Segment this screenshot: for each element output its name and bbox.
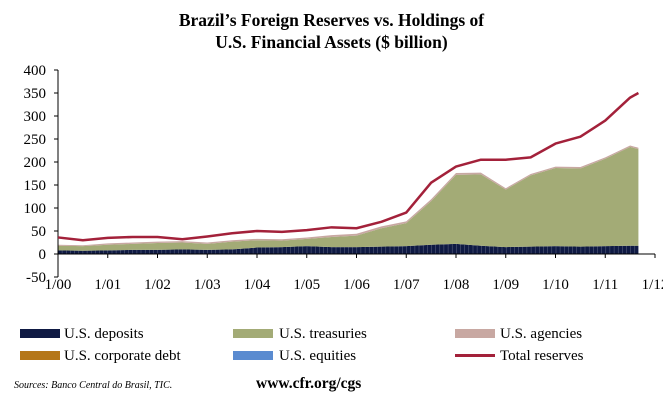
- deposit-bars: [57, 243, 636, 254]
- legend-swatch-total: [455, 354, 495, 357]
- y-tick-label: 100: [24, 201, 47, 217]
- reserve-line: [57, 91, 640, 242]
- x-tick-label: 1/09: [492, 277, 519, 293]
- y-tick-labels: 400 350 300 250 200 150 100 50 0 -50: [24, 63, 47, 286]
- legend-label-equities: U.S. equities: [279, 348, 357, 364]
- total-reserves-line: [57, 91, 640, 242]
- y-tick-label: 400: [24, 63, 47, 79]
- y-tick-label: 200: [24, 155, 47, 171]
- x-tick-label: 1/12: [642, 277, 663, 293]
- legend-label-deposits: U.S. deposits: [64, 326, 144, 342]
- x-tick-label: 1/07: [393, 277, 420, 293]
- y-tick-label: 300: [24, 109, 47, 125]
- cfr-url: www.cfr.org/cgs: [256, 375, 362, 392]
- y-tick-label: 0: [39, 247, 47, 263]
- axes: [54, 69, 656, 278]
- x-tick-label: 1/04: [244, 277, 271, 293]
- legend-swatch-treasuries: [233, 329, 273, 338]
- source-note: Sources: Banco Central do Brasil, TIC.: [14, 380, 173, 391]
- chart-title-line-1: Brazil’s Foreign Reserves vs. Holdings o…: [178, 10, 485, 30]
- x-tick-labels: 1/00 1/01 1/02 1/03 1/04 1/05 1/06 1/07 1/08 1/09…: [45, 277, 663, 293]
- x-tick-label: 1/02: [144, 277, 171, 293]
- x-tick-label: 1/01: [94, 277, 121, 293]
- y-tick-label: 350: [24, 86, 47, 102]
- legend-swatch-corporate: [20, 351, 60, 360]
- legend-label-treasuries: U.S. treasuries: [279, 326, 367, 342]
- y-tick-label: 150: [24, 178, 47, 194]
- legend-label-corporate: U.S. corporate debt: [64, 348, 181, 364]
- chart-title-line-2: U.S. Financial Assets ($ billion): [215, 32, 448, 52]
- legend-swatch-deposits: [20, 329, 60, 338]
- y-tick-label: -50: [26, 270, 46, 286]
- y-tick-label: 50: [31, 224, 46, 240]
- x-tick-label: 1/03: [194, 277, 221, 293]
- x-tick-label: 1/00: [45, 277, 72, 293]
- x-tick-label: 1/08: [443, 277, 470, 293]
- x-tick-label: 1/05: [293, 277, 320, 293]
- x-tick-label: 1/06: [343, 277, 370, 293]
- legend-label-agencies: U.S. agencies: [500, 326, 583, 342]
- x-tick-label: 1/10: [542, 277, 569, 293]
- stacked-areas: [58, 145, 639, 254]
- area-treasuries: [58, 146, 639, 251]
- legend-swatch-agencies: [455, 329, 495, 338]
- y-tick-label: 250: [24, 132, 47, 148]
- x-tick-label: 1/11: [592, 277, 618, 293]
- legend-swatch-equities: [233, 351, 273, 360]
- legend-label-total: Total reserves: [500, 348, 584, 364]
